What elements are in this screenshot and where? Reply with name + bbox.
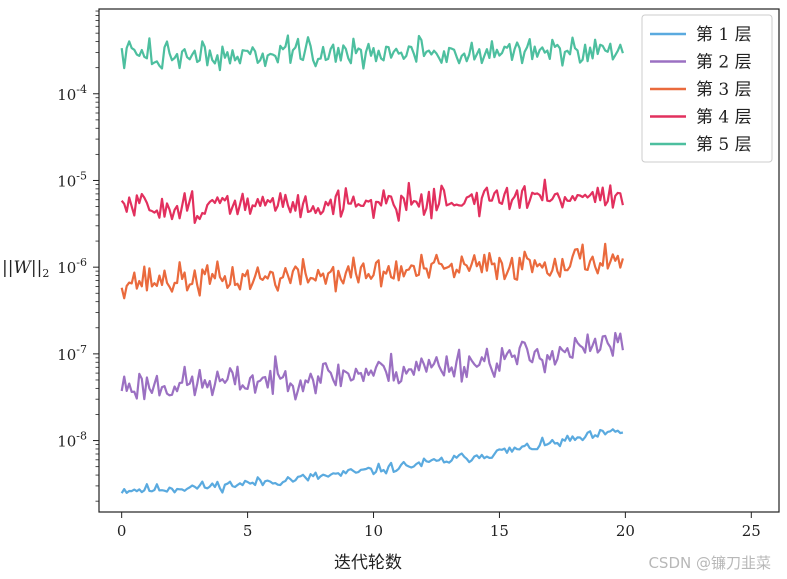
legend-label: 第 5 层 bbox=[696, 135, 752, 155]
y-axis: 10-8 10-7 10-6 10-5 10-4 bbox=[57, 10, 99, 502]
watermark: CSDN @镰刀韭菜 bbox=[648, 554, 771, 572]
legend-item: 第 3 层 bbox=[650, 80, 752, 100]
legend-item: 第 5 层 bbox=[650, 135, 752, 155]
y-tick-label: 10-8 bbox=[57, 430, 87, 451]
y-tick-label: 10-4 bbox=[57, 83, 87, 104]
y-axis-label-main: ||W|| bbox=[2, 258, 42, 278]
legend-label: 第 4 层 bbox=[696, 108, 752, 128]
series-line-4 bbox=[120, 178, 624, 224]
x-tick-label: 25 bbox=[742, 522, 761, 540]
series-line-3 bbox=[120, 242, 624, 300]
legend-box bbox=[641, 14, 773, 163]
x-tick-label: 0 bbox=[117, 522, 127, 540]
y-axis-label: ||W||2 bbox=[2, 258, 49, 280]
legend-label: 第 2 层 bbox=[696, 53, 752, 73]
legend-item: 第 4 层 bbox=[650, 108, 752, 128]
axes-frame bbox=[98, 8, 780, 513]
series-line-1 bbox=[120, 428, 624, 494]
y-axis-label-subscript: 2 bbox=[42, 267, 49, 280]
x-axis-label: 迭代轮数 bbox=[334, 553, 402, 573]
legend-label: 第 1 层 bbox=[696, 25, 752, 45]
y-tick-label: 10-6 bbox=[57, 256, 87, 277]
y-tick-label: 10-5 bbox=[57, 169, 87, 190]
series-line-5 bbox=[120, 34, 624, 72]
x-tick-label: 15 bbox=[490, 522, 509, 540]
series-line-2 bbox=[120, 331, 624, 401]
x-tick-label: 20 bbox=[616, 522, 635, 540]
x-tick-label: 10 bbox=[364, 522, 383, 540]
legend-label: 第 3 层 bbox=[696, 80, 752, 100]
y-tick-label: 10-7 bbox=[57, 343, 87, 364]
legend-item: 第 2 层 bbox=[650, 53, 752, 73]
x-tick-label: 5 bbox=[243, 522, 253, 540]
legend: 第 1 层第 2 层第 3 层第 4 层第 5 层 bbox=[641, 14, 773, 163]
x-axis: 0 5 10 15 20 25 bbox=[117, 512, 761, 540]
plot-lines bbox=[120, 34, 624, 494]
legend-item: 第 1 层 bbox=[650, 25, 752, 45]
